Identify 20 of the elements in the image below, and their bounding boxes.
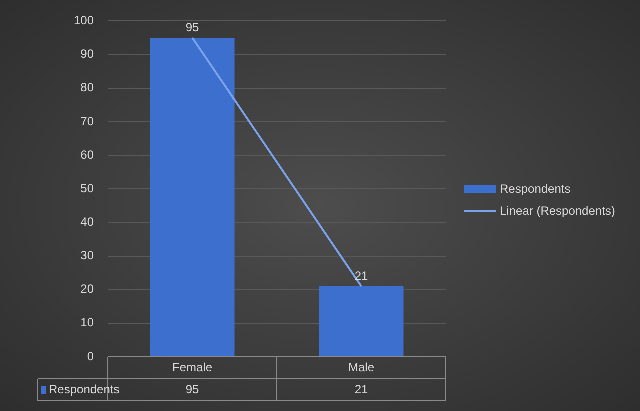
x-tick-label: Female — [172, 360, 213, 374]
data-label: 95 — [186, 382, 200, 396]
y-tick-label: 80 — [80, 80, 94, 95]
y-tick-label: 90 — [80, 47, 94, 62]
y-tick-label: 100 — [74, 14, 94, 28]
y-tick-label: 0 — [87, 349, 94, 364]
y-tick-label: 40 — [80, 214, 94, 229]
y-tick-label: 50 — [80, 181, 94, 196]
data-label: 21 — [354, 268, 368, 283]
y-tick-label: 60 — [80, 148, 94, 162]
y-tick-label: 10 — [80, 316, 94, 330]
y-tick-label: 20 — [80, 282, 94, 296]
legend-label: Linear (Respondents) — [500, 204, 616, 218]
x-tick-label: Male — [348, 360, 375, 374]
y-tick-label: 30 — [80, 248, 94, 263]
data-label: 95 — [186, 20, 200, 34]
legend-label: Respondents — [49, 382, 120, 396]
y-tick-label: 70 — [80, 114, 94, 128]
text: Respondents — [500, 182, 571, 196]
data-label: 21 — [354, 382, 368, 396]
